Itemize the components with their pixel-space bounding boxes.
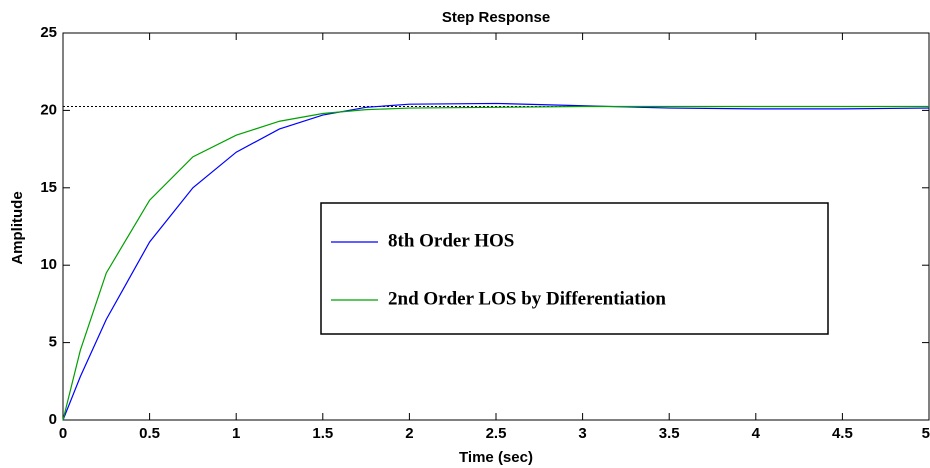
x-tick-label: 2 [405, 425, 413, 442]
x-tick-label: 4 [752, 425, 761, 442]
x-tick-label: 0.5 [139, 425, 160, 442]
y-tick-label: 10 [40, 256, 57, 273]
series-line [62, 105, 929, 421]
x-tick-label: 5 [922, 425, 930, 442]
y-tick-label: 20 [40, 101, 57, 118]
y-tick-label: 0 [49, 411, 57, 428]
x-axis-label: Time (sec) [459, 449, 533, 466]
x-tick-label: 4.5 [832, 425, 853, 442]
x-tick-label: 3 [578, 425, 586, 442]
chart-title: Step Response [442, 9, 550, 26]
x-tick-label: 1 [232, 425, 240, 442]
y-tick-label: 15 [40, 179, 57, 196]
x-tick-label: 3.5 [659, 425, 680, 442]
y-axis-label: Amplitude [9, 191, 26, 264]
x-tick-label: 1.5 [312, 425, 333, 442]
y-tick-label: 25 [40, 24, 57, 41]
x-tick-label: 0 [59, 425, 67, 442]
legend-box [320, 202, 829, 335]
legend-label: 2nd Order LOS by Differentiation [388, 288, 666, 309]
legend-label: 8th Order HOS [388, 230, 514, 251]
x-tick-label: 2.5 [486, 425, 507, 442]
y-tick-label: 5 [49, 334, 57, 351]
